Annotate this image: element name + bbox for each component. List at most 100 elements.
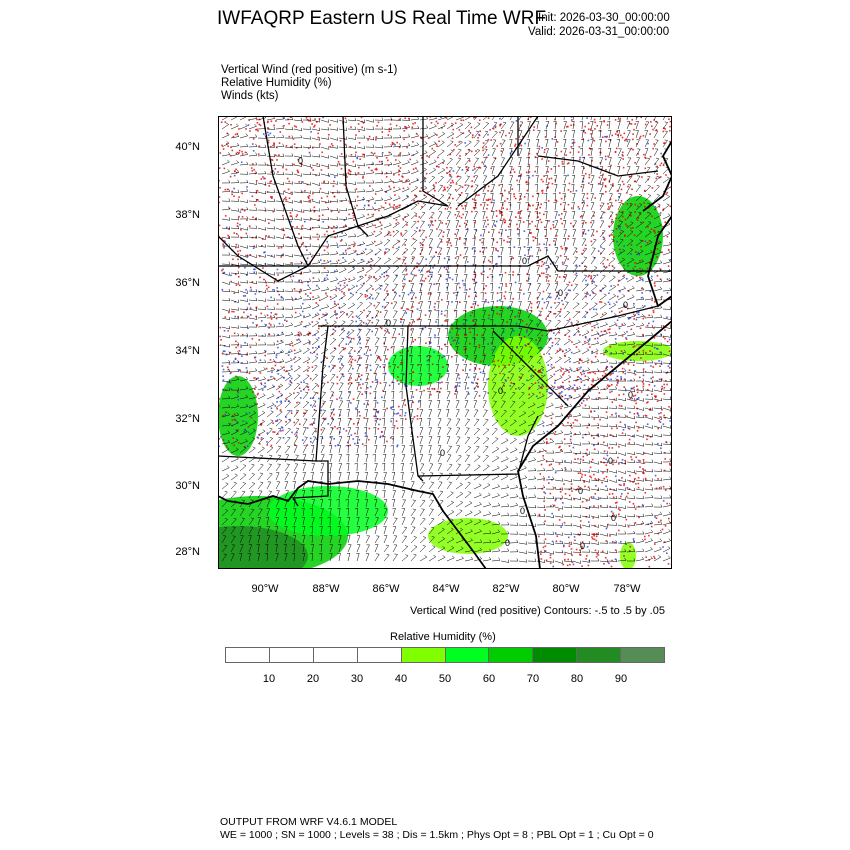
vertical-wind-speck xyxy=(474,168,476,170)
vertical-wind-speck xyxy=(637,313,640,316)
vertical-wind-speck xyxy=(553,226,555,229)
vertical-wind-speck xyxy=(297,266,300,269)
wind-barb xyxy=(347,136,357,140)
wind-barb xyxy=(590,247,596,256)
wind-barb xyxy=(463,345,467,355)
vertical-wind-speck xyxy=(558,463,561,465)
vertical-wind-speck xyxy=(224,414,226,416)
vertical-wind-speck xyxy=(426,359,429,362)
vertical-wind-speck xyxy=(334,445,337,447)
vertical-wind-speck xyxy=(633,128,635,131)
vertical-wind-speck xyxy=(270,407,273,410)
vertical-wind-speck xyxy=(662,485,665,488)
wind-barb xyxy=(230,244,240,248)
wind-barb xyxy=(455,220,460,229)
vertical-wind-speck xyxy=(659,416,661,418)
vertical-wind-speck xyxy=(395,159,397,161)
vertical-wind-speck xyxy=(487,138,490,141)
vertical-wind-speck xyxy=(242,295,245,297)
vertical-wind-speck xyxy=(247,426,250,428)
wind-barb xyxy=(329,311,337,319)
vertical-wind-speck xyxy=(471,180,473,182)
wind-barb xyxy=(221,368,231,373)
wind-barb xyxy=(374,355,380,364)
wind-barb xyxy=(284,162,294,167)
wind-barb xyxy=(338,136,348,140)
wind-barb xyxy=(562,192,566,202)
vertical-wind-speck xyxy=(399,152,402,154)
vertical-wind-speck xyxy=(307,361,309,364)
vertical-wind-speck xyxy=(616,501,618,504)
vertical-wind-speck xyxy=(582,392,585,395)
vertical-wind-speck xyxy=(336,313,339,315)
wind-barb xyxy=(221,261,231,265)
vertical-wind-speck xyxy=(222,272,225,274)
wind-barb xyxy=(419,274,424,283)
wind-barb xyxy=(500,364,507,373)
wind-barb xyxy=(401,117,411,121)
wind-barb xyxy=(311,119,321,123)
wind-barb xyxy=(473,364,478,373)
wind-barb xyxy=(311,347,319,355)
wind-barb xyxy=(320,294,329,301)
wind-barb xyxy=(410,364,414,373)
wind-barb xyxy=(563,384,572,391)
vertical-wind-speck xyxy=(504,366,507,369)
vertical-wind-speck xyxy=(662,208,665,211)
vertical-wind-speck xyxy=(607,523,609,526)
vertical-wind-speck xyxy=(616,240,618,243)
vertical-wind-speck xyxy=(400,362,402,364)
vertical-wind-speck xyxy=(218,445,220,448)
vertical-wind-speck xyxy=(605,485,607,488)
vertical-wind-speck xyxy=(487,343,489,345)
wind-barb xyxy=(230,316,240,320)
vertical-wind-speck xyxy=(444,320,446,322)
vertical-wind-speck xyxy=(409,158,412,161)
vertical-wind-speck xyxy=(349,202,352,204)
vertical-wind-speck xyxy=(337,160,340,163)
vertical-wind-speck xyxy=(559,395,561,398)
vertical-wind-speck xyxy=(320,197,323,199)
wind-barb xyxy=(464,247,469,256)
wind-barb xyxy=(248,350,258,355)
wind-barb xyxy=(517,237,521,247)
vertical-wind-speck xyxy=(423,389,425,392)
vertical-wind-speck xyxy=(339,139,342,142)
wind-barb xyxy=(491,220,496,229)
wind-barb xyxy=(293,339,302,346)
vertical-wind-speck xyxy=(474,273,477,276)
vertical-wind-speck xyxy=(237,441,240,444)
wind-barb xyxy=(221,206,231,211)
vertical-wind-speck xyxy=(584,485,586,488)
vertical-wind-speck xyxy=(432,266,434,269)
vertical-wind-speck xyxy=(446,265,448,268)
wind-barb xyxy=(562,237,567,247)
vertical-wind-speck xyxy=(272,210,275,213)
wind-barb xyxy=(543,201,547,211)
wind-barb xyxy=(275,306,285,310)
vertical-wind-speck xyxy=(293,288,296,290)
vertical-wind-speck xyxy=(360,116,363,119)
vertical-wind-speck xyxy=(463,284,466,287)
vertical-wind-speck xyxy=(493,199,495,202)
vertical-wind-speck xyxy=(606,454,609,457)
vertical-wind-speck xyxy=(550,227,552,230)
vertical-wind-speck xyxy=(278,385,280,388)
wind-barb xyxy=(275,349,285,355)
vertical-wind-speck xyxy=(604,185,607,188)
vertical-wind-speck xyxy=(534,170,537,173)
vertical-wind-speck xyxy=(656,248,659,250)
vertical-wind-speck xyxy=(516,223,518,226)
vertical-wind-speck xyxy=(340,167,343,170)
vertical-wind-speck xyxy=(435,182,437,184)
vertical-wind-speck xyxy=(442,366,444,368)
vertical-wind-speck xyxy=(343,292,345,294)
wind-barb xyxy=(427,372,431,382)
vertical-wind-speck xyxy=(289,236,291,239)
wind-barb xyxy=(653,351,663,355)
wind-barb xyxy=(365,161,375,166)
wind-barb xyxy=(617,322,627,328)
vertical-wind-speck xyxy=(282,166,284,169)
vertical-wind-speck xyxy=(644,491,647,494)
wind-barb xyxy=(392,328,397,337)
